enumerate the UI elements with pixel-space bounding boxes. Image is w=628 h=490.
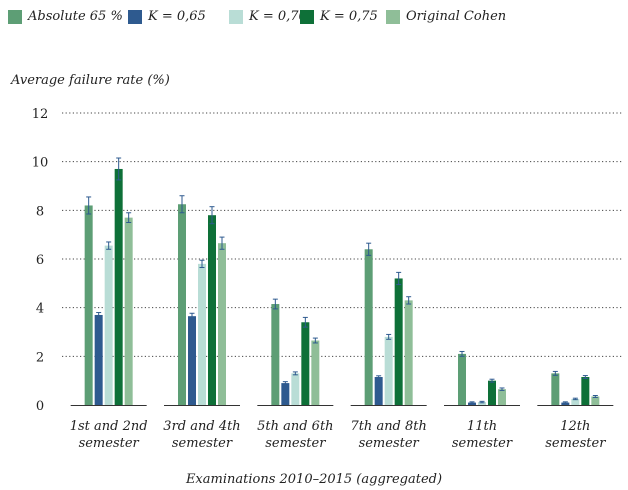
x-tick-label: 5th and 6th xyxy=(257,419,333,434)
legend-item-k-070: K = 0,70 xyxy=(229,9,307,24)
legend-swatch xyxy=(386,9,400,24)
bar xyxy=(458,353,466,405)
bar xyxy=(384,336,393,405)
legend-item-k-065: K = 0,65 xyxy=(128,9,206,24)
bar xyxy=(301,322,310,405)
bar xyxy=(84,205,93,405)
legend-item-k-075: K = 0,75 xyxy=(300,9,378,24)
x-tick-label: semester xyxy=(265,436,326,451)
bar xyxy=(218,243,226,405)
y-tick-label: 12 xyxy=(32,107,49,122)
bar xyxy=(364,249,373,405)
x-tick-label: semester xyxy=(172,436,233,451)
bar xyxy=(571,398,580,405)
legend-label: Absolute 65 % xyxy=(28,9,123,24)
bar xyxy=(208,215,216,405)
bar xyxy=(198,263,206,405)
y-tick-label: 10 xyxy=(32,156,49,171)
bar xyxy=(478,402,486,405)
bar xyxy=(581,377,590,405)
x-tick-label: 11th xyxy=(467,419,497,434)
legend-label: K = 0,70 xyxy=(249,9,307,24)
legend-swatch xyxy=(8,9,22,24)
bar xyxy=(114,168,123,405)
bar xyxy=(551,373,560,405)
y-tick-label: 6 xyxy=(36,253,44,268)
y-axis-title: Average failure rate (%) xyxy=(11,73,170,88)
y-tick-label: 4 xyxy=(36,302,44,317)
x-tick-label: 12th xyxy=(560,419,590,434)
legend-label: Original Cohen xyxy=(406,9,507,24)
bar xyxy=(94,314,103,405)
bar xyxy=(374,377,383,405)
bar xyxy=(498,389,506,405)
x-tick-label: 7th and 8th xyxy=(350,419,426,434)
legend-swatch xyxy=(300,9,314,24)
bar xyxy=(404,300,413,405)
bar xyxy=(104,245,113,405)
legend-label: K = 0,75 xyxy=(320,9,378,24)
bar xyxy=(124,217,133,405)
y-tick-label: 0 xyxy=(36,399,44,414)
bar xyxy=(178,204,186,405)
x-tick-label: semester xyxy=(452,436,513,451)
x-tick-label: 3rd and 4th xyxy=(163,419,240,434)
bar xyxy=(488,380,496,405)
x-tick-label: semester xyxy=(79,436,140,451)
legend-swatch xyxy=(229,9,243,24)
bar xyxy=(591,396,600,405)
y-tick-label: 8 xyxy=(36,204,44,219)
bar xyxy=(281,383,290,405)
bar-chart: 0 2 4 6 8 10 12 1st and 2nd semester 3rd and 4th s… xyxy=(32,107,622,451)
legend-swatch xyxy=(128,9,142,24)
x-tick-label: semester xyxy=(545,436,606,451)
legend-label: K = 0,65 xyxy=(148,9,206,24)
legend-item-absolute-65: Absolute 65 % xyxy=(8,9,123,24)
x-axis-title: Examinations 2010–2015 (aggregated) xyxy=(185,472,443,487)
bar xyxy=(291,373,300,405)
y-tick-label: 2 xyxy=(36,350,44,365)
bar xyxy=(311,340,320,405)
legend-item-original-cohen: Original Cohen xyxy=(386,9,506,24)
bar xyxy=(188,316,196,405)
legend: Absolute 65 % K = 0,65 K = 0,70 K = 0,75… xyxy=(8,9,623,31)
bar xyxy=(271,304,280,405)
bar xyxy=(394,278,403,405)
x-tick-label: semester xyxy=(359,436,420,451)
x-tick-label: 1st and 2nd xyxy=(70,419,148,434)
